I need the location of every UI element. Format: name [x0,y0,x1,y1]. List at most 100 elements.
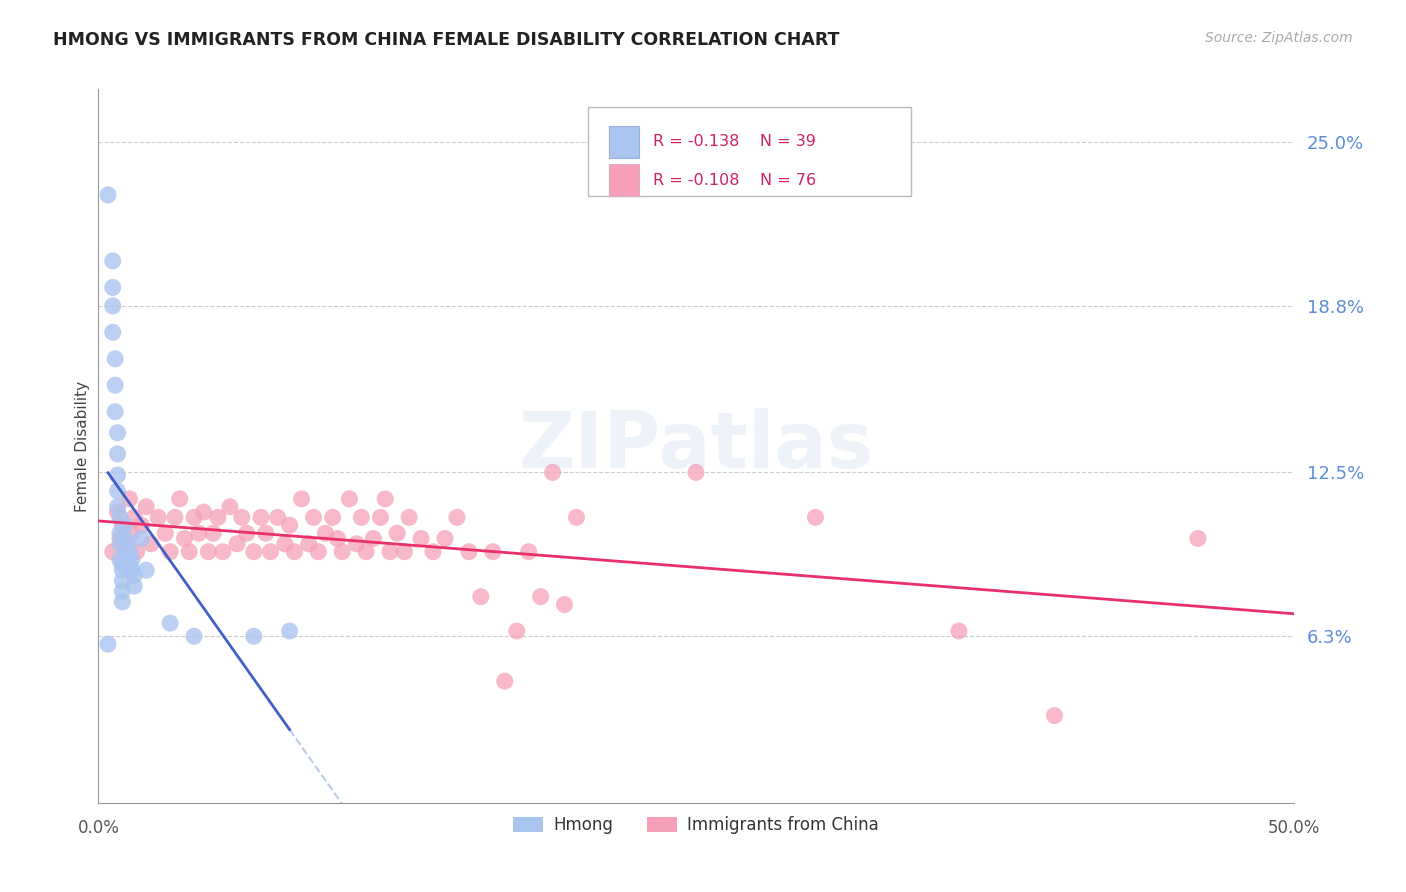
Point [131,518,153,533]
Point [1187,532,1209,546]
Point [291,491,314,506]
Point [131,532,153,546]
Point [115,537,138,551]
Text: R = -0.108    N = 76: R = -0.108 N = 76 [652,173,815,188]
Point [211,545,233,559]
Point [202,526,225,541]
Text: R = -0.138    N = 39: R = -0.138 N = 39 [652,135,815,149]
Text: Source: ZipAtlas.com: Source: ZipAtlas.com [1205,31,1353,45]
Text: ZIPatlas: ZIPatlas [519,408,873,484]
Point [101,326,124,340]
Point [114,518,136,533]
Point [243,629,266,643]
Point [1043,708,1066,723]
Point [226,537,249,551]
Point [378,545,401,559]
Point [101,545,124,559]
Point [115,537,138,551]
Point [104,404,127,418]
Point [250,510,273,524]
Point [155,526,177,541]
Point [107,468,129,483]
Point [121,552,143,566]
Point [446,510,468,524]
Point [274,537,297,551]
Point [118,491,141,506]
Legend: Hmong, Immigrants from China: Hmong, Immigrants from China [506,810,886,841]
Point [97,637,120,651]
Point [948,624,970,638]
FancyBboxPatch shape [589,107,911,196]
Point [322,510,344,524]
Point [179,545,201,559]
Point [118,545,141,559]
Point [183,629,205,643]
Point [530,590,553,604]
Point [111,595,134,609]
Point [121,526,143,541]
Point [298,537,321,551]
Bar [609,126,638,158]
Point [97,188,120,202]
Point [494,674,516,689]
Point [207,510,229,524]
Point [685,466,707,480]
Point [541,466,564,480]
Point [183,510,205,524]
Point [187,526,209,541]
Point [315,526,337,541]
Point [139,537,162,551]
Point [135,500,157,514]
Point [346,537,368,551]
Text: HMONG VS IMMIGRANTS FROM CHINA FEMALE DISABILITY CORRELATION CHART: HMONG VS IMMIGRANTS FROM CHINA FEMALE DI… [53,31,839,49]
Point [278,518,301,533]
Point [326,532,349,546]
Point [111,584,134,599]
Point [108,510,131,524]
Point [517,545,540,559]
Point [254,526,277,541]
Point [219,500,242,514]
Point [169,491,191,506]
Point [470,590,492,604]
Point [118,558,141,572]
Point [101,254,124,268]
Point [159,616,181,631]
Point [339,491,361,506]
Point [107,500,129,514]
Point [565,510,588,524]
Point [370,510,392,524]
Point [107,447,129,461]
Point [107,425,129,440]
Point [107,505,129,519]
Point [394,545,416,559]
Point [363,532,385,546]
Point [193,505,215,519]
Bar [609,164,638,196]
Point [554,598,576,612]
Y-axis label: Female Disability: Female Disability [75,380,90,512]
Point [804,510,827,524]
Point [108,532,131,546]
Point [458,545,481,559]
Point [124,579,146,593]
Point [114,532,136,546]
Point [111,518,134,533]
Point [148,510,170,524]
Point [350,510,373,524]
Point [235,526,257,541]
Point [385,526,409,541]
Point [330,545,353,559]
Point [104,378,127,392]
Point [434,532,457,546]
Point [283,545,305,559]
Point [124,568,146,582]
Point [259,545,281,559]
Point [267,510,290,524]
Point [111,558,134,572]
Point [243,545,266,559]
Point [101,280,124,294]
Point [307,545,329,559]
Point [231,510,253,524]
Point [108,526,131,541]
